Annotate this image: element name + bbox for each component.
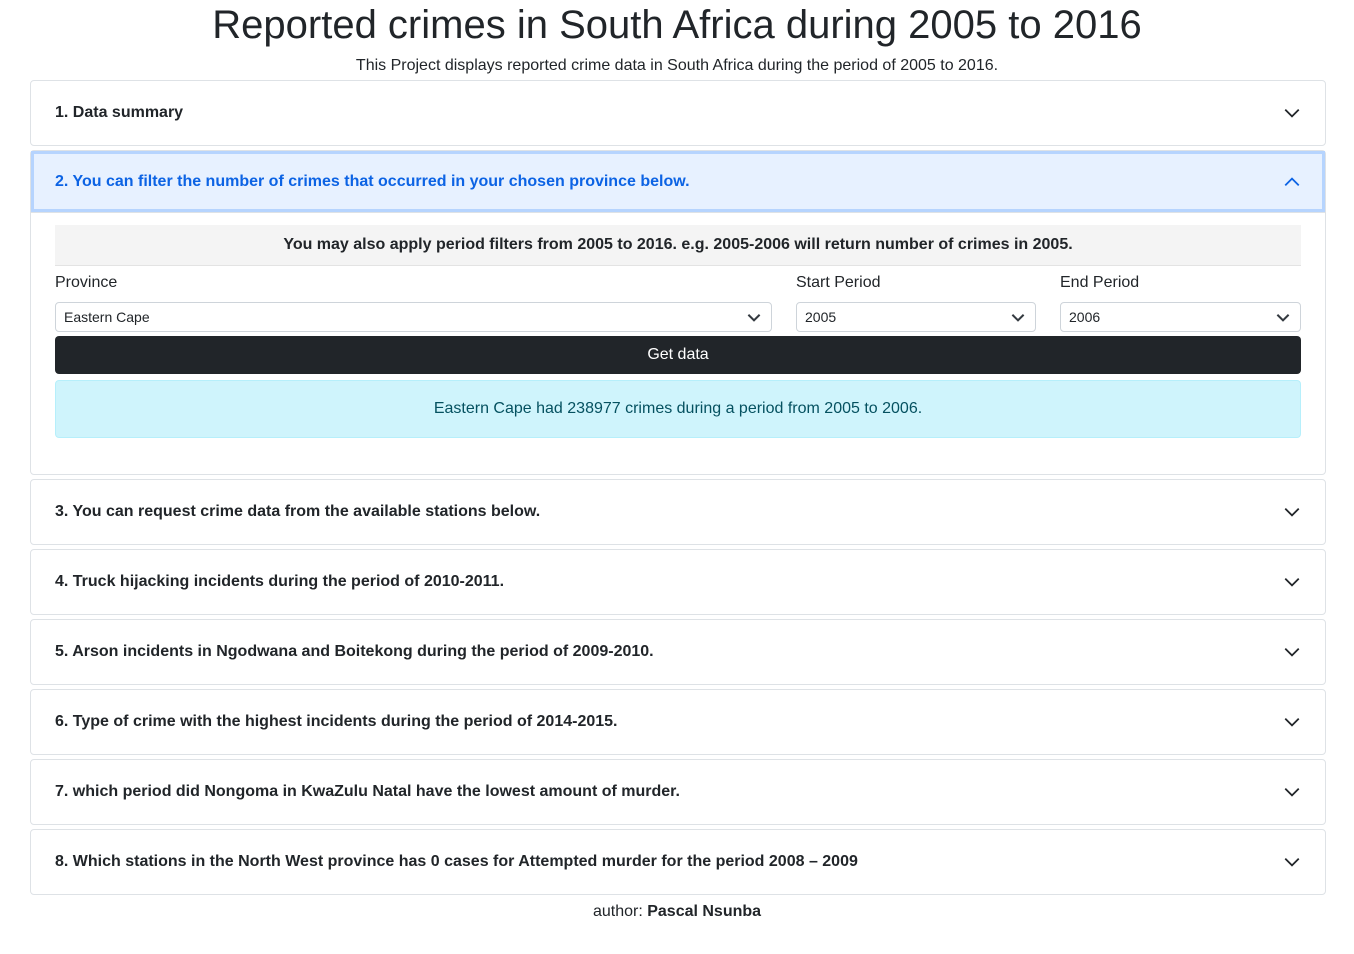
chevron-down-icon bbox=[1283, 853, 1301, 871]
start-period-label: Start Period bbox=[796, 274, 881, 291]
chevron-down-icon bbox=[1283, 104, 1301, 122]
accordion-item-1: 1. Data summary bbox=[30, 80, 1326, 146]
accordion-title: 3. You can request crime data from the a… bbox=[55, 503, 541, 520]
accordion-item-4: 4. Truck hijacking incidents during the … bbox=[30, 549, 1326, 615]
accordion: 1. Data summary 2. You can filter the nu… bbox=[30, 80, 1326, 895]
get-data-button[interactable]: Get data bbox=[55, 336, 1301, 374]
accordion-header-4[interactable]: 4. Truck hijacking incidents during the … bbox=[31, 550, 1325, 614]
end-period-field: End Period 2006 bbox=[1060, 270, 1301, 332]
end-period-select[interactable]: 2006 bbox=[1060, 302, 1301, 332]
province-value: Eastern Cape bbox=[64, 309, 150, 325]
accordion-header-7[interactable]: 7. which period did Nongoma in KwaZulu N… bbox=[31, 760, 1325, 824]
accordion-header-1[interactable]: 1. Data summary bbox=[31, 81, 1325, 145]
chevron-up-icon bbox=[1283, 173, 1301, 191]
province-label: Province bbox=[55, 274, 118, 291]
accordion-item-5: 5. Arson incidents in Ngodwana and Boite… bbox=[30, 619, 1326, 685]
footer: author: Pascal Nsunba bbox=[0, 903, 1354, 921]
accordion-header-5[interactable]: 5. Arson incidents in Ngodwana and Boite… bbox=[31, 620, 1325, 684]
chevron-down-icon bbox=[1283, 503, 1301, 521]
chevron-down-icon bbox=[1283, 643, 1301, 661]
accordion-item-2: 2. You can filter the number of crimes t… bbox=[30, 150, 1326, 475]
accordion-header-3[interactable]: 3. You can request crime data from the a… bbox=[31, 480, 1325, 544]
accordion-title: 8. Which stations in the North West prov… bbox=[55, 853, 858, 870]
period-filter-notice: You may also apply period filters from 2… bbox=[55, 225, 1301, 266]
accordion-header-2[interactable]: 2. You can filter the number of crimes t… bbox=[31, 151, 1325, 213]
chevron-down-icon bbox=[1274, 308, 1292, 326]
accordion-title: 2. You can filter the number of crimes t… bbox=[55, 172, 690, 190]
chevron-down-icon bbox=[745, 308, 763, 326]
start-period-select[interactable]: 2005 bbox=[796, 302, 1036, 332]
accordion-item-8: 8. Which stations in the North West prov… bbox=[30, 829, 1326, 895]
page-subtitle: This Project displays reported crime dat… bbox=[355, 57, 999, 74]
accordion-item-6: 6. Type of crime with the highest incide… bbox=[30, 689, 1326, 755]
accordion-title: 1. Data summary bbox=[55, 104, 184, 121]
accordion-title: 7. which period did Nongoma in KwaZulu N… bbox=[55, 783, 680, 800]
province-select[interactable]: Eastern Cape bbox=[55, 302, 772, 332]
start-period-value: 2005 bbox=[805, 309, 837, 325]
province-field: Province Eastern Cape bbox=[55, 270, 772, 332]
end-period-label: End Period bbox=[1060, 274, 1140, 291]
author-name: Pascal Nsunba bbox=[647, 903, 762, 920]
accordion-item-7: 7. which period did Nongoma in KwaZulu N… bbox=[30, 759, 1326, 825]
accordion-item-3: 3. You can request crime data from the a… bbox=[30, 479, 1326, 545]
chevron-down-icon bbox=[1009, 308, 1027, 326]
result-alert: Eastern Cape had 238977 crimes during a … bbox=[55, 380, 1301, 438]
accordion-body-2: You may also apply period filters from 2… bbox=[31, 213, 1325, 474]
end-period-value: 2006 bbox=[1069, 309, 1101, 325]
accordion-title: 4. Truck hijacking incidents during the … bbox=[55, 573, 505, 590]
accordion-header-8[interactable]: 8. Which stations in the North West prov… bbox=[31, 830, 1325, 894]
page-title: Reported crimes in South Africa during 2… bbox=[212, 3, 1142, 47]
accordion-title: 5. Arson incidents in Ngodwana and Boite… bbox=[55, 643, 654, 660]
chevron-down-icon bbox=[1283, 713, 1301, 731]
start-period-field: Start Period 2005 bbox=[796, 270, 1036, 332]
accordion-title: 6. Type of crime with the highest incide… bbox=[55, 713, 618, 730]
accordion-header-6[interactable]: 6. Type of crime with the highest incide… bbox=[31, 690, 1325, 754]
chevron-down-icon bbox=[1283, 573, 1301, 591]
author-prefix: author: bbox=[592, 903, 643, 920]
filter-form: Province Eastern Cape Start Period 2005 bbox=[55, 270, 1301, 332]
chevron-down-icon bbox=[1283, 783, 1301, 801]
